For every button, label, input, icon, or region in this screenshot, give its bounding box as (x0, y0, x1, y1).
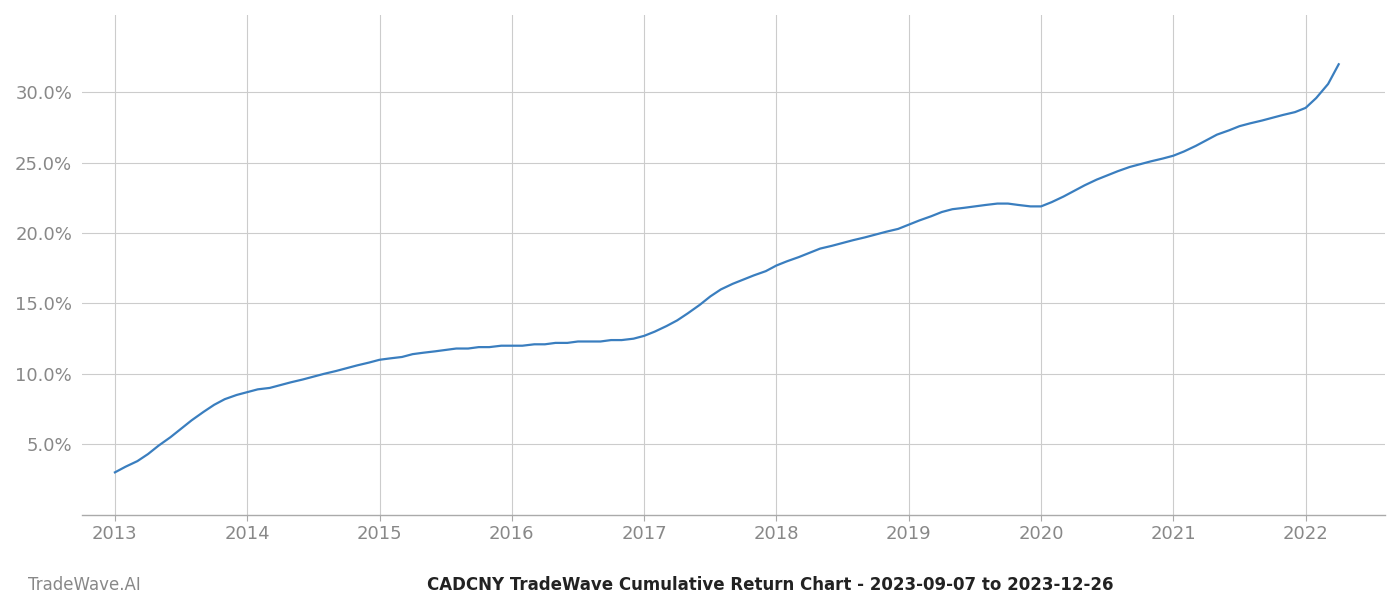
Text: CADCNY TradeWave Cumulative Return Chart - 2023-09-07 to 2023-12-26: CADCNY TradeWave Cumulative Return Chart… (427, 576, 1113, 594)
Text: TradeWave.AI: TradeWave.AI (28, 576, 141, 594)
